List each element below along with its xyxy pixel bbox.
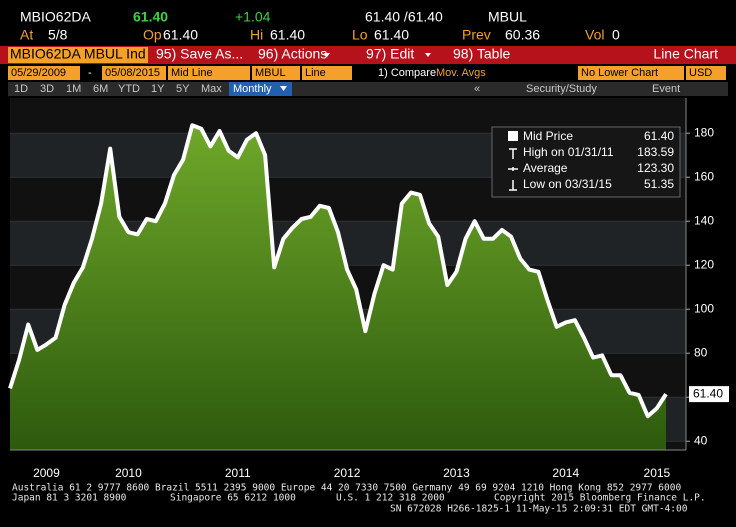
period-button[interactable]: 5Y — [176, 83, 190, 95]
y-tick-label: 80 — [694, 345, 708, 359]
change: +1.04 — [235, 9, 271, 25]
footer-line: Australia 61 2 9777 8600 Brazil 5511 239… — [12, 483, 681, 494]
input-field[interactable] — [8, 66, 80, 80]
legend-label: High on 01/31/11 — [523, 145, 614, 159]
x-tick-label: 2011 — [225, 466, 251, 480]
y-tick-label: 180 — [694, 125, 714, 139]
style[interactable]: Line — [305, 67, 326, 79]
source: MBUL — [488, 9, 527, 25]
period-button[interactable]: YTD — [118, 83, 140, 95]
period-button[interactable]: 6M — [93, 83, 108, 95]
menu-button[interactable]: 98) Table — [453, 46, 511, 62]
menu-button[interactable]: 95) Save As... — [156, 46, 243, 62]
y-tick-label: 100 — [694, 301, 714, 315]
security[interactable]: MBIO62DA MBUL Ind — [10, 46, 146, 62]
quote-label: Hi — [250, 27, 263, 43]
frequency-box[interactable] — [229, 82, 292, 96]
x-tick-label: 2014 — [552, 466, 579, 480]
dropdown-arrow — [280, 86, 287, 91]
input-field[interactable] — [168, 66, 250, 80]
quote-row: At 5/8 Op 61.40 Hi 61.40 Lo 61.40 Prev 60.36 Vol 0 — [20, 27, 620, 43]
dash: - — [88, 67, 92, 79]
legend-value: 51.35 — [644, 177, 674, 191]
x-tick-label: 2009 — [33, 466, 60, 480]
legend-value: 123.30 — [637, 161, 674, 175]
menu-button[interactable]: 97) Edit — [366, 46, 414, 62]
footer-line: SN 672028 H266-1825-1 11-May-15 2:09:31 … — [390, 504, 688, 515]
bid-ask: 61.40 /61.40 — [365, 9, 443, 25]
quote-value: 60.36 — [505, 27, 540, 43]
footer-line: Copyright 2015 Bloomberg Finance L.P. — [494, 493, 706, 504]
frequency[interactable]: Monthly — [233, 83, 272, 95]
legend-value: 183.59 — [637, 145, 674, 159]
period-buttons: 1D 3D 1M 6M YTD 1Y 5Y Max — [14, 83, 222, 95]
footer-line: Japan 81 3 3201 8900 — [12, 493, 127, 504]
quote-value: 5/8 — [48, 27, 68, 43]
quote-value: 0 — [612, 27, 620, 43]
y-tick-label: 120 — [694, 257, 714, 271]
legend-icon — [509, 148, 517, 159]
quote-value: 61.40 — [270, 27, 305, 43]
quote-label: At — [20, 27, 33, 43]
period-button[interactable]: 1Y — [151, 83, 165, 95]
end-date[interactable]: 05/08/2015 — [105, 67, 160, 79]
quote-label: Op — [143, 27, 162, 43]
chart: 4060801001201401601802009201020112012201… — [8, 98, 729, 480]
period-button[interactable]: 1M — [66, 83, 81, 95]
legend-icon — [509, 180, 517, 191]
quote-value: 61.40 — [163, 27, 198, 43]
input-field[interactable] — [686, 66, 726, 80]
legend-swatch — [508, 131, 518, 141]
input-field[interactable] — [252, 66, 300, 80]
lower-chart[interactable]: No Lower Chart — [581, 67, 658, 79]
legend-label: Average — [523, 161, 568, 175]
line — [8, 123, 668, 419]
nav-back[interactable]: « — [474, 83, 480, 95]
input-field[interactable] — [578, 66, 684, 80]
period-button[interactable]: 3D — [40, 83, 54, 95]
input-field[interactable] — [302, 66, 352, 80]
legend-icon — [508, 167, 518, 171]
start-date[interactable]: 05/29/2009 — [11, 67, 66, 79]
y-tick-label: 140 — [694, 213, 714, 227]
period-bar — [8, 82, 728, 96]
study[interactable]: Mid Line — [171, 67, 213, 79]
input-field[interactable] — [102, 66, 166, 80]
quote-label: Vol — [585, 27, 604, 43]
legend-label: Low on 03/31/15 — [523, 177, 612, 191]
y-tick-label: 40 — [694, 433, 708, 447]
toolbar — [0, 46, 736, 64]
x-tick-label: 2015 — [644, 466, 671, 480]
security-box[interactable] — [8, 47, 148, 63]
mov-avgs[interactable]: Mov. Avgs — [436, 67, 486, 79]
last-value-box — [689, 386, 729, 403]
x-tick-label: 2013 — [443, 466, 470, 480]
legend-value: 61.40 — [644, 129, 674, 143]
ticker: MBIO62DA — [20, 9, 91, 25]
period-button[interactable]: 1D — [14, 83, 28, 95]
quote-value: 61.40 — [374, 27, 409, 43]
security-study[interactable]: Security/Study — [526, 83, 597, 95]
y-tick-label: 160 — [694, 169, 714, 183]
footer-line: Singapore 65 6212 1000 — [170, 493, 296, 504]
quote-label: Prev — [462, 27, 491, 43]
area — [10, 125, 666, 450]
menu-button[interactable]: 96) Actions — [258, 46, 327, 62]
x-tick-label: 2012 — [334, 466, 361, 480]
period-button[interactable]: Max — [201, 83, 222, 95]
event[interactable]: Event — [652, 83, 680, 95]
legend — [491, 126, 681, 198]
quote-label: Lo — [352, 27, 368, 43]
legend-label: Mid Price — [523, 129, 573, 143]
last-price: 61.40 — [133, 9, 168, 25]
last-value-label: 61.40 — [693, 386, 723, 400]
x-tick-label: 2010 — [115, 466, 142, 480]
source-field[interactable]: MBUL — [255, 67, 286, 79]
chart-type: Line Chart — [653, 46, 718, 62]
footer-line: U.S. 1 212 318 2000 — [336, 493, 445, 504]
currency[interactable]: USD — [689, 67, 712, 79]
compare[interactable]: 1) Compare — [378, 67, 436, 79]
